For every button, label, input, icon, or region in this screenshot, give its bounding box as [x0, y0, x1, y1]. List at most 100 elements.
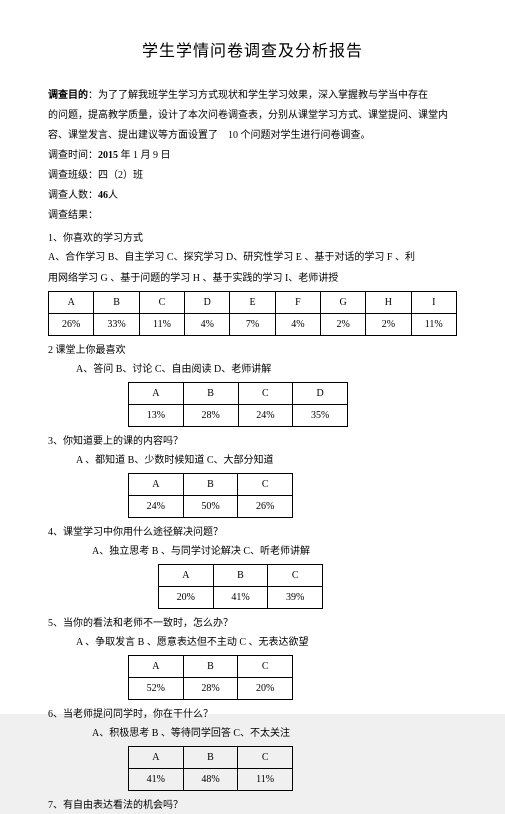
q5-h-c: C: [238, 656, 293, 678]
q2-h-d: D: [293, 383, 348, 405]
q5-v-a: 52%: [129, 678, 184, 700]
question-2: 2 课堂上你最喜欢: [48, 342, 457, 359]
purpose-line-3: 容、课堂发言、提出建议等方面设置了 10 个问题对学生进行问卷调查。: [48, 127, 457, 144]
q1-v-h: 2%: [366, 314, 411, 336]
q1-h-b: B: [94, 292, 139, 314]
q1-h-d: D: [185, 292, 230, 314]
table-row: 24% 50% 26%: [129, 496, 293, 518]
q6-v-a: 41%: [129, 769, 184, 791]
question-4: 4、课堂学习中你用什么途径解决问题？: [48, 524, 457, 541]
q4-v-b: 41%: [213, 587, 268, 609]
q6-v-b: 48%: [183, 769, 238, 791]
table-row: A B C: [129, 656, 293, 678]
q2-v-a: 13%: [129, 405, 184, 427]
table-row: A B C D: [129, 383, 348, 405]
q1-h-e: E: [230, 292, 275, 314]
question-7: 7、有自由表达看法的机会吗？: [48, 797, 457, 814]
table-row: 26% 33% 11% 4% 7% 4% 2% 2% 11%: [49, 314, 457, 336]
survey-class: 调查班级：四（2）班: [48, 167, 457, 184]
q3-h-b: B: [183, 474, 238, 496]
q2-table: A B C D 13% 28% 24% 35%: [128, 382, 348, 427]
q6-table: A B C 41% 48% 11%: [128, 746, 293, 791]
purpose-text-1: ：为了了解我班学生学习方式现状和学生学习效果，深入掌握教与学当中存在: [88, 90, 428, 101]
q4-h-c: C: [268, 565, 323, 587]
q6-options: A、积极思考 B 、等待同学回答 C、不太关注: [92, 725, 457, 742]
q2-v-d: 35%: [293, 405, 348, 427]
q6-h-a: A: [129, 747, 184, 769]
table-row: A B C D E F G H I: [49, 292, 457, 314]
q3-table: A B C 24% 50% 26%: [128, 473, 293, 518]
purpose-text-3b: 个问题对学生进行问卷调查。: [238, 130, 371, 141]
q1-v-f: 4%: [275, 314, 320, 336]
q2-v-c: 24%: [238, 405, 293, 427]
q5-v-c: 20%: [238, 678, 293, 700]
q5-table: A B C 52% 28% 20%: [128, 655, 293, 700]
table-row: A B C: [159, 565, 323, 587]
question-1: 1、你喜欢的学习方式: [48, 230, 457, 247]
q3-v-a: 24%: [129, 496, 184, 518]
table-row: 13% 28% 24% 35%: [129, 405, 348, 427]
q6-h-b: B: [183, 747, 238, 769]
q4-v-c: 39%: [268, 587, 323, 609]
q2-h-b: B: [183, 383, 238, 405]
q2-h-c: C: [238, 383, 293, 405]
question-6: 6、当老师提问同学时，你在干什么？: [48, 706, 457, 723]
count-label: 调查人数：: [48, 190, 98, 201]
q1-v-a: 26%: [49, 314, 94, 336]
q1-options-line1: A、合作学习 B、自主学习 C、探究学习 D、研究性学习 E 、基于对话的学习 …: [48, 249, 457, 266]
q2-options: A、答问 B、讨论 C、自由阅读 D、老师讲解: [76, 361, 457, 378]
count-tail: 人: [108, 190, 118, 201]
table-row: 41% 48% 11%: [129, 769, 293, 791]
time-label: 调查时间：: [48, 150, 98, 161]
q1-table: A B C D E F G H I 26% 33% 11% 4% 7% 4% 2…: [48, 291, 457, 336]
q5-v-b: 28%: [183, 678, 238, 700]
count-value: 46: [98, 190, 108, 201]
q1-v-e: 7%: [230, 314, 275, 336]
q4-options: A、独立思考 B 、与同学讨论解决 C、听老师讲解: [92, 543, 457, 560]
purpose-label: 调查目的: [48, 90, 88, 101]
q5-options: A 、争取发言 B 、愿意表达但不主动 C 、无表达欲望: [76, 634, 457, 651]
table-row: A B C: [129, 474, 293, 496]
q1-v-c: 11%: [139, 314, 184, 336]
q5-h-b: B: [183, 656, 238, 678]
table-row: 20% 41% 39%: [159, 587, 323, 609]
q1-h-c: C: [139, 292, 184, 314]
question-3: 3、你知道要上的课的内容吗？: [48, 433, 457, 450]
question-5: 5、当你的看法和老师不一致时，怎么办？: [48, 615, 457, 632]
q4-h-a: A: [159, 565, 214, 587]
purpose-line-1: 调查目的：为了了解我班学生学习方式现状和学生学习效果，深入掌握教与学当中存在: [48, 87, 457, 104]
purpose-count: 10: [228, 130, 238, 141]
q4-v-a: 20%: [159, 587, 214, 609]
q4-h-b: B: [213, 565, 268, 587]
q1-h-g: G: [321, 292, 366, 314]
result-label: 调查结果：: [48, 207, 457, 224]
q4-table: A B C 20% 41% 39%: [158, 564, 323, 609]
q1-v-g: 2%: [321, 314, 366, 336]
meta-block: 调查目的：为了了解我班学生学习方式现状和学生学习效果，深入掌握教与学当中存在 的…: [48, 87, 457, 224]
q1-v-b: 33%: [94, 314, 139, 336]
q3-options: A 、都知道 B、少数时候知道 C、大部分知道: [76, 452, 457, 469]
q3-v-c: 26%: [238, 496, 293, 518]
survey-count: 调查人数：46人: [48, 187, 457, 204]
q1-h-f: F: [275, 292, 320, 314]
q1-v-d: 4%: [185, 314, 230, 336]
q5-h-a: A: [129, 656, 184, 678]
q6-h-c: C: [238, 747, 293, 769]
survey-time: 调查时间：2015 年 1 月 9 日: [48, 147, 457, 164]
time-tail: 年 1 月 9 日: [118, 150, 171, 161]
q1-v-i: 11%: [411, 314, 456, 336]
q3-h-c: C: [238, 474, 293, 496]
table-row: 52% 28% 20%: [129, 678, 293, 700]
q3-h-a: A: [129, 474, 184, 496]
q2-v-b: 28%: [183, 405, 238, 427]
table-row: A B C: [129, 747, 293, 769]
q6-v-c: 11%: [238, 769, 293, 791]
purpose-text-3a: 容、课堂发言、提出建议等方面设置了: [48, 130, 218, 141]
time-year: 2015: [98, 150, 118, 161]
purpose-line-2: 的问题，提高教学质量，设计了本次问卷调查表，分别从课堂学习方式、课堂提问、课堂内: [48, 107, 457, 124]
q1-h-i: I: [411, 292, 456, 314]
q1-h-a: A: [49, 292, 94, 314]
q2-h-a: A: [129, 383, 184, 405]
q3-v-b: 50%: [183, 496, 238, 518]
q1-options-line2: 用网络学习 G 、基于问题的学习 H 、基于实践的学习 I、老师讲授: [48, 270, 457, 287]
